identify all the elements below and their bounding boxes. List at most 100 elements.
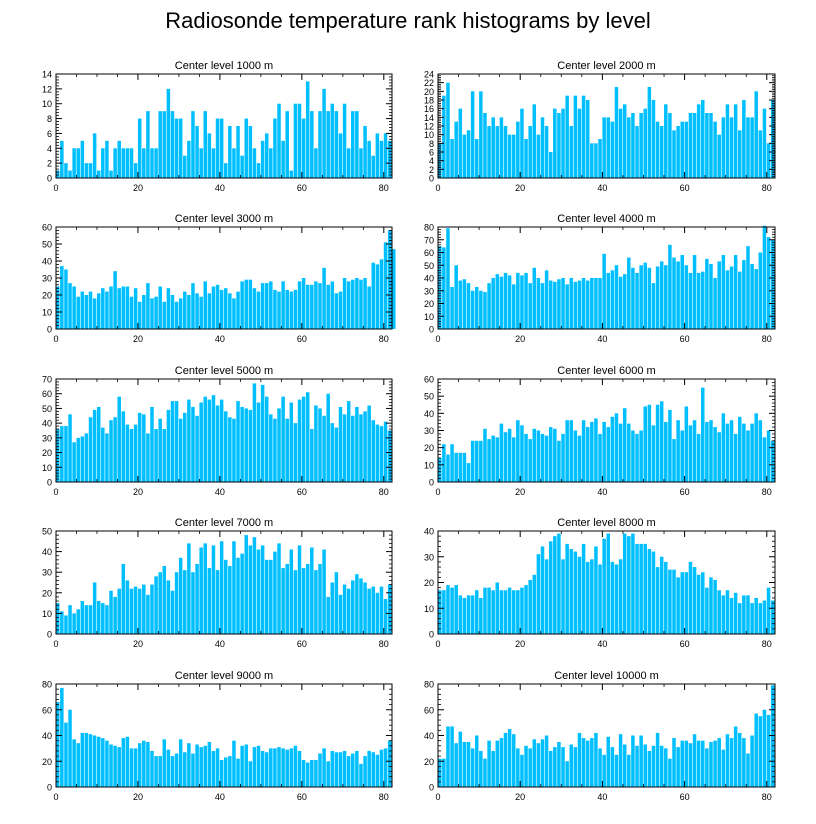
bar bbox=[553, 536, 557, 634]
bar bbox=[672, 257, 676, 329]
bar bbox=[60, 140, 64, 178]
bar bbox=[162, 111, 167, 178]
bar bbox=[330, 750, 335, 787]
bar bbox=[142, 148, 146, 178]
bar bbox=[684, 572, 689, 634]
bar bbox=[528, 126, 532, 178]
bar bbox=[491, 750, 495, 787]
bar bbox=[178, 298, 183, 329]
y-tick-label: 50 bbox=[42, 404, 52, 414]
x-tick-label: 40 bbox=[597, 487, 607, 497]
bar bbox=[211, 395, 216, 482]
bar bbox=[101, 603, 105, 634]
bar bbox=[224, 757, 228, 787]
bar bbox=[659, 261, 664, 329]
bar bbox=[207, 133, 212, 178]
bar bbox=[125, 736, 130, 787]
bar bbox=[713, 579, 717, 634]
bar bbox=[520, 587, 524, 634]
bar bbox=[598, 748, 602, 788]
bar bbox=[121, 563, 126, 634]
bar bbox=[92, 735, 97, 787]
y-tick-label: 24 bbox=[424, 70, 434, 80]
bar bbox=[770, 600, 775, 634]
bar bbox=[215, 118, 220, 178]
bar bbox=[680, 121, 684, 178]
bar bbox=[183, 752, 187, 787]
bar bbox=[532, 739, 537, 787]
bar bbox=[569, 420, 574, 482]
y-tick-label: 40 bbox=[42, 257, 52, 267]
bar bbox=[532, 574, 537, 634]
bar bbox=[301, 118, 306, 178]
panel-center-level-9000: Center level 9000 m 0 20 40 60 80 0 20 40 60 80 bbox=[42, 670, 393, 802]
bar bbox=[109, 744, 113, 787]
x-tick-label: 20 bbox=[133, 334, 143, 344]
panel-title: Center level 8000 m bbox=[557, 517, 655, 529]
bar bbox=[109, 420, 113, 482]
bar bbox=[88, 163, 93, 178]
bar bbox=[207, 399, 212, 482]
bar bbox=[458, 452, 463, 482]
bar bbox=[232, 298, 236, 329]
bar bbox=[725, 423, 730, 482]
bar bbox=[577, 556, 582, 634]
bar bbox=[281, 140, 285, 178]
bar bbox=[297, 103, 302, 178]
bar bbox=[581, 420, 586, 482]
bar bbox=[129, 429, 134, 482]
bar bbox=[507, 428, 512, 482]
bar bbox=[326, 596, 330, 634]
bar bbox=[240, 155, 244, 178]
bar bbox=[676, 126, 680, 178]
bar bbox=[438, 246, 442, 330]
y-tick-label: 20 bbox=[424, 757, 434, 767]
bar bbox=[479, 91, 483, 178]
bar bbox=[150, 406, 154, 482]
bar bbox=[754, 91, 758, 178]
bar bbox=[590, 559, 594, 634]
bar bbox=[199, 402, 203, 482]
bar bbox=[64, 722, 68, 788]
bar bbox=[166, 409, 171, 482]
bar bbox=[664, 561, 668, 634]
bar bbox=[154, 429, 158, 482]
bar bbox=[701, 100, 705, 178]
bar bbox=[60, 266, 64, 329]
bar bbox=[342, 584, 347, 634]
bar bbox=[289, 549, 294, 634]
bar bbox=[602, 421, 606, 482]
bar bbox=[524, 745, 528, 787]
bar bbox=[754, 413, 758, 482]
y-tick-label: 30 bbox=[424, 426, 434, 436]
bar bbox=[454, 743, 458, 787]
bar bbox=[540, 546, 545, 634]
bar bbox=[450, 726, 454, 787]
bar bbox=[244, 408, 248, 482]
bar bbox=[692, 567, 697, 634]
bar bbox=[121, 411, 126, 482]
bar bbox=[256, 549, 261, 634]
bar bbox=[516, 420, 520, 482]
bar bbox=[746, 595, 750, 635]
bar bbox=[76, 296, 80, 329]
x-tick-label: 20 bbox=[515, 639, 525, 649]
bar bbox=[733, 726, 738, 787]
bar bbox=[664, 265, 668, 329]
bar bbox=[754, 713, 758, 787]
bar bbox=[577, 435, 582, 482]
bar bbox=[643, 744, 647, 787]
bar bbox=[450, 139, 454, 178]
bar bbox=[450, 587, 454, 634]
bar bbox=[594, 278, 598, 329]
bar bbox=[713, 121, 717, 178]
bar bbox=[84, 295, 89, 329]
bar bbox=[293, 570, 298, 634]
bar bbox=[544, 435, 549, 482]
x-tick-label: 0 bbox=[435, 639, 440, 649]
bar bbox=[688, 743, 693, 787]
bar bbox=[696, 104, 701, 178]
bar bbox=[351, 111, 355, 178]
bar bbox=[729, 738, 734, 787]
bar bbox=[524, 585, 528, 634]
